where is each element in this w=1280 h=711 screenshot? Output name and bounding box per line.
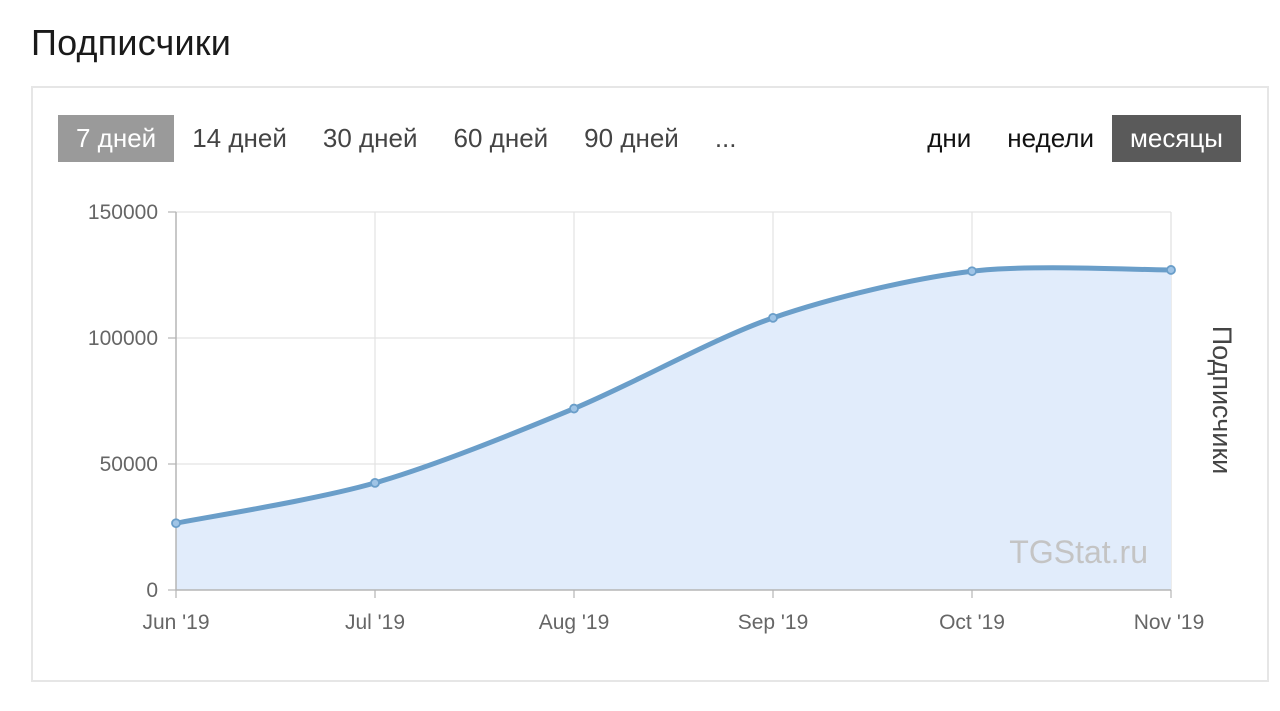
x-tick-label: Sep '19 <box>738 611 809 634</box>
tab-14-days[interactable]: 14 дней <box>192 123 287 153</box>
range-tabs: 7 дней 14 дней 30 дней 60 дней 90 дней .… <box>58 115 755 162</box>
series-line <box>173 265 1174 526</box>
tab-months[interactable]: месяцы <box>1112 115 1241 162</box>
watermark-text: TGStat.ru <box>1009 534 1148 570</box>
y-tick-label: 0 <box>146 579 158 602</box>
data-point <box>569 403 579 414</box>
tab-60-days[interactable]: 60 дней <box>453 123 549 153</box>
data-point <box>370 477 380 488</box>
data-point <box>171 518 181 529</box>
x-tick-label: Oct '19 <box>939 611 1005 634</box>
y-tick-label: 150000 <box>88 201 158 224</box>
area-fill <box>176 267 1171 590</box>
x-tick-label: Nov '19 <box>1134 611 1205 634</box>
y-axis-title: Подписчики <box>1207 326 1237 475</box>
period-tabs: дни недели месяцы <box>909 115 1241 162</box>
data-points <box>171 265 1176 529</box>
tab-7-days[interactable]: 7 дней <box>58 115 175 162</box>
x-tick-label: Jul '19 <box>345 611 405 634</box>
page-title: Подписчики <box>31 22 232 63</box>
data-point <box>768 312 778 323</box>
tab-days[interactable]: дни <box>927 123 972 153</box>
tab-weeks[interactable]: недели <box>1007 123 1094 153</box>
tab-90-days[interactable]: 90 дней <box>584 123 679 153</box>
y-tick-label: 100000 <box>88 327 158 350</box>
x-tick-labels: Jun '19 Jul '19 Aug '19 Sep '19 Oct '19 Nov '… <box>142 611 1204 634</box>
y-tick-label: 50000 <box>100 453 158 476</box>
data-point <box>967 266 977 277</box>
tab-more-ranges[interactable]: ... <box>714 123 737 153</box>
x-tick-label: Aug '19 <box>539 611 610 634</box>
y-tick-labels: 0 50000 100000 150000 <box>88 201 158 602</box>
data-point <box>1166 265 1176 275</box>
tab-30-days[interactable]: 30 дней <box>322 123 418 153</box>
x-tick-label: Jun '19 <box>142 611 209 634</box>
